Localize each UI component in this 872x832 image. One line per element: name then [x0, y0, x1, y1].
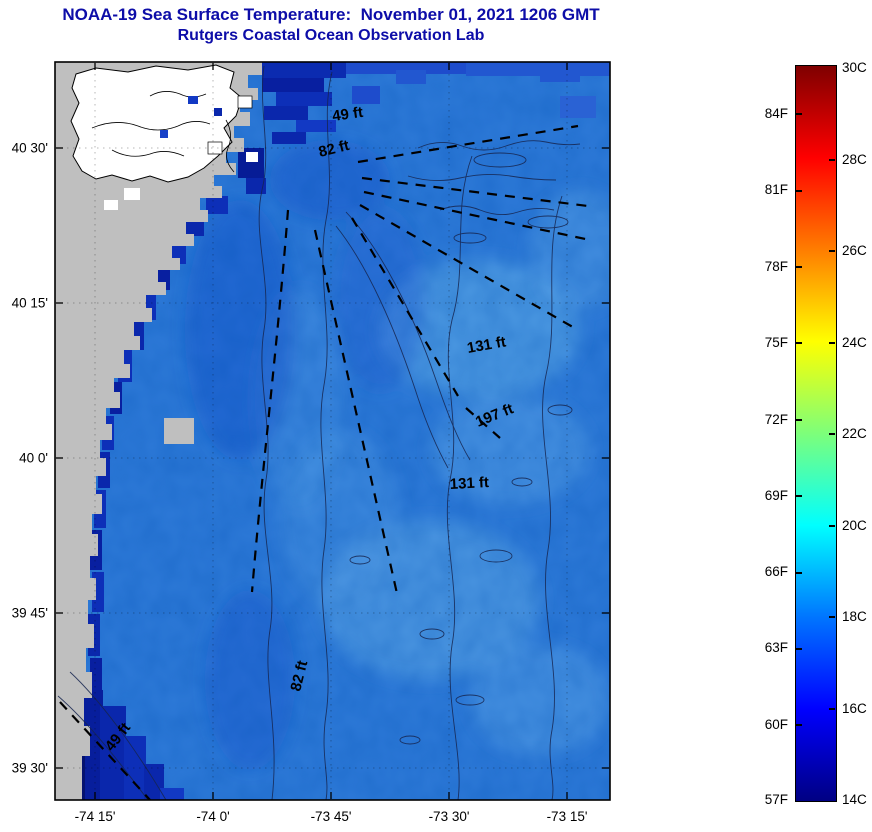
depth-label: 131 ft	[466, 333, 508, 357]
colorbar-f-label: 78F	[764, 259, 788, 274]
shipping-lane-lines	[59, 124, 591, 800]
cloud-mask	[70, 64, 258, 210]
colorbar-tick	[829, 616, 835, 618]
longitude-axis: -74 15' -74 0' -73 45' -73 30' -73 15'	[75, 809, 588, 824]
lat-tick-label: 39 45'	[12, 606, 48, 621]
lon-tick-label: -74 15'	[75, 809, 116, 824]
colorbar-c-label: 22C	[842, 426, 867, 441]
colorbar-f-label: 57F	[764, 792, 788, 807]
colorbar-f-label: 72F	[764, 412, 788, 427]
colorbar-c-label: 20C	[842, 518, 867, 533]
colorbar-tick	[829, 708, 835, 710]
colorbar-c-label: 14C	[842, 792, 867, 807]
latitude-axis: 40 30' 40 15' 40 0' 39 45' 39 30'	[12, 141, 48, 776]
map-title: NOAA-19 Sea Surface Temperature: Novembe…	[62, 5, 600, 24]
axis-ticks	[56, 63, 609, 799]
depth-label: 82 ft	[287, 659, 311, 693]
colorbar-tick	[829, 342, 835, 344]
colorbar: 84F 81F 78F 75F 72F 69F 66F 63F 60F 57F …	[740, 60, 872, 810]
colorbar-c-label: 16C	[842, 701, 867, 716]
colorbar-tick	[829, 159, 835, 161]
colorbar-f-label: 81F	[764, 182, 788, 197]
colorbar-f-label: 66F	[764, 564, 788, 579]
gridlines	[55, 62, 610, 800]
lat-tick-label: 40 15'	[12, 296, 48, 311]
colorbar-tick	[796, 572, 802, 574]
colorbar-tick	[829, 250, 835, 252]
map-subtitle: Rutgers Coastal Ocean Observation Lab	[177, 27, 485, 44]
land-mask	[55, 62, 262, 800]
colorbar-tick	[829, 525, 835, 527]
map-frame	[54, 61, 611, 801]
lat-tick-label: 39 30'	[12, 761, 48, 776]
colorbar-tick	[829, 433, 835, 435]
colorbar-tick	[796, 648, 802, 650]
colorbar-tick	[796, 342, 802, 344]
colorbar-c-label: 18C	[842, 609, 867, 624]
lat-tick-label: 40 0'	[19, 451, 48, 466]
colorbar-c-label: 30C	[842, 60, 867, 75]
bathymetry-contours	[57, 65, 581, 800]
colorbar-tick	[796, 266, 802, 268]
colorbar-tick	[796, 190, 802, 192]
colorbar-tick	[796, 419, 802, 421]
depth-label: 131 ft	[449, 474, 489, 493]
depth-label: 82 ft	[317, 137, 351, 161]
colorbar-c-label: 28C	[842, 152, 867, 167]
colorbar-tick	[796, 113, 802, 115]
sst-map: 49 ft 82 ft 131 ft 197 ft 131 ft 82 ft 4…	[12, 61, 611, 824]
colorbar-f-label: 60F	[764, 717, 788, 732]
colorbar-tick	[796, 495, 802, 497]
colorbar-f-label: 69F	[764, 488, 788, 503]
colorbar-c-label: 26C	[842, 243, 867, 258]
colorbar-f-label: 75F	[764, 335, 788, 350]
lon-tick-label: -73 45'	[311, 809, 352, 824]
depth-label: 49 ft	[331, 104, 364, 125]
lat-tick-label: 40 30'	[12, 141, 48, 156]
colorbar-tick	[796, 724, 802, 726]
colorbar-c-label: 24C	[842, 335, 867, 350]
lon-tick-label: -74 0'	[196, 809, 229, 824]
colorbar-f-label: 63F	[764, 640, 788, 655]
lon-tick-label: -73 30'	[429, 809, 470, 824]
lon-tick-label: -73 15'	[547, 809, 588, 824]
colorbar-f-label: 84F	[764, 106, 788, 121]
